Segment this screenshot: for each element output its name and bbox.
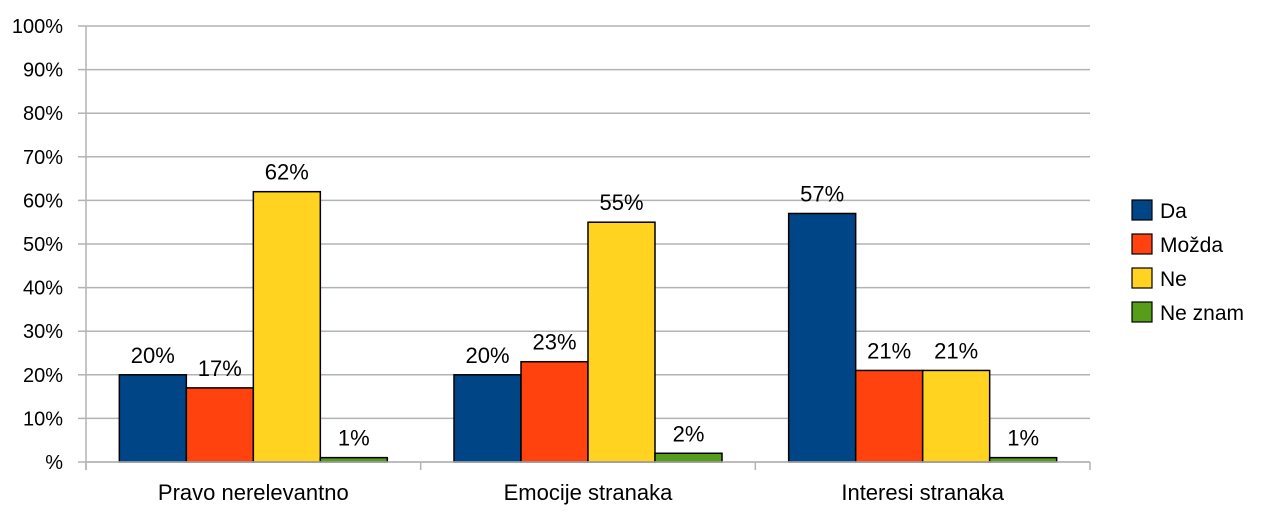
y-tick-label: 90% — [23, 60, 63, 82]
legend-label: Ne znam — [1160, 302, 1244, 325]
data-label: 17% — [198, 356, 242, 381]
legend-swatch — [1131, 267, 1153, 289]
bar — [654, 452, 723, 463]
bar — [854, 369, 924, 463]
bar — [118, 374, 188, 463]
bar — [921, 369, 991, 463]
bar — [185, 387, 255, 463]
y-tick-label: 30% — [23, 321, 63, 343]
y-tick-label: 10% — [23, 408, 63, 430]
y-tick-label: 60% — [23, 190, 63, 212]
y-tick-label: 70% — [23, 147, 63, 169]
bar — [787, 212, 857, 463]
bar — [252, 190, 322, 463]
x-tick-label: Pravo nerelevantno — [158, 480, 349, 505]
data-label: 1% — [338, 426, 370, 451]
y-tick-label: 80% — [23, 103, 63, 125]
data-label: 2% — [673, 421, 705, 446]
legend-label: Možda — [1160, 234, 1223, 257]
y-tick-label: % — [45, 452, 63, 474]
legend-label: Ne — [1160, 268, 1187, 291]
legend-label: Da — [1160, 200, 1187, 223]
data-label: 55% — [599, 190, 643, 215]
data-label: 20% — [465, 343, 509, 368]
y-tick-label: 20% — [23, 365, 63, 387]
x-tick-label: Emocije stranaka — [504, 480, 674, 505]
y-tick-label: 50% — [23, 234, 63, 256]
data-label: 62% — [265, 160, 309, 185]
bar — [520, 360, 589, 463]
data-label: 57% — [800, 181, 844, 206]
legend-swatch — [1131, 199, 1153, 221]
x-tick-label: Interesi stranaka — [841, 480, 1004, 505]
y-tick-label: 40% — [23, 278, 63, 300]
data-label: 21% — [867, 338, 911, 363]
y-tick-label: 100% — [12, 16, 63, 38]
bar — [453, 374, 522, 463]
legend-swatch — [1131, 301, 1153, 323]
legend-swatch — [1131, 233, 1153, 255]
data-label: 1% — [1007, 426, 1039, 451]
data-label: 21% — [934, 338, 978, 363]
bar — [587, 221, 656, 463]
data-label: 20% — [131, 343, 175, 368]
data-label: 23% — [532, 330, 576, 355]
